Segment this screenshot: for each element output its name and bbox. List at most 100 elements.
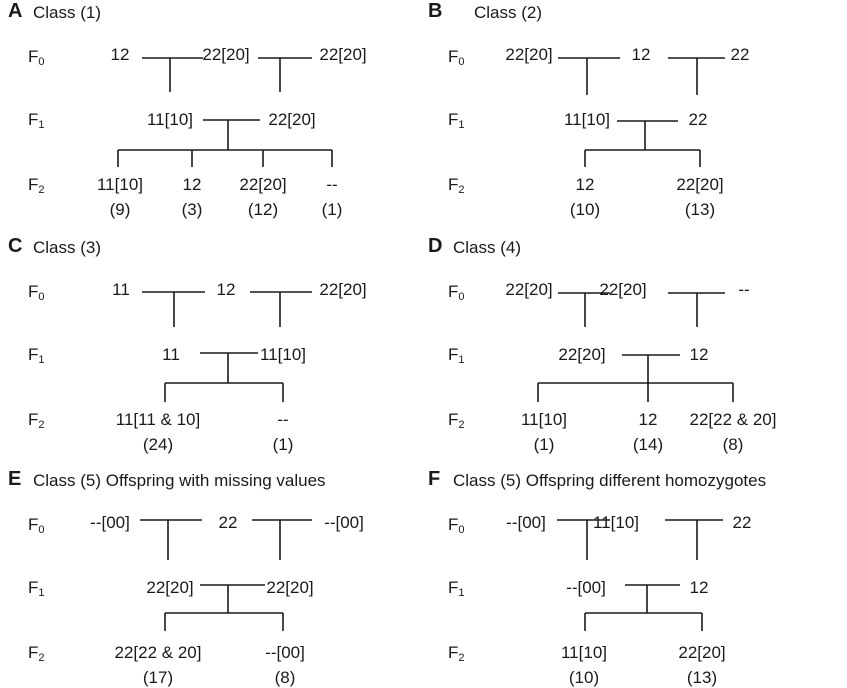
f2-count: (17) — [142, 668, 174, 687]
generation-label-subscript: 2 — [458, 419, 465, 431]
generation-label-base: F — [28, 578, 39, 597]
generation-label-subscript: 0 — [38, 291, 45, 303]
pedigree-lines — [537, 292, 734, 402]
generation-label-f0: F0 — [28, 282, 45, 307]
f2-genotype: 22[20] — [676, 175, 724, 194]
generation-label-subscript: 0 — [38, 56, 45, 68]
f0-genotype: 22[20] — [505, 45, 553, 64]
f0-genotype: -- — [738, 280, 750, 299]
panel-title: Class (2) — [474, 3, 543, 22]
f0-genotype: --[00] — [506, 513, 546, 532]
f0-genotype: 12 — [110, 45, 130, 64]
f2-genotype: --[00] — [265, 643, 305, 662]
f2-genotype: 12 — [638, 410, 658, 429]
f2-count: (1) — [533, 435, 555, 454]
f0-genotype: 22 — [218, 513, 238, 532]
f2-genotype: 22[22 & 20] — [114, 643, 202, 662]
panel-title: Class (5) Offspring different homozygote… — [453, 471, 767, 490]
f1-genotype: 22[20] — [558, 345, 606, 364]
generation-label-f1: F1 — [28, 345, 45, 370]
generation-label-f2: F2 — [28, 175, 45, 200]
f2-count: (10) — [569, 200, 601, 219]
panel-b: B Class (2) F0 F1 F2 22[20] 12 22 11[10] 22 12 (10)… — [420, 0, 820, 220]
generation-label-f0: F0 — [448, 47, 465, 72]
pedigree-lines — [140, 519, 312, 631]
f0-genotype: 22 — [730, 45, 750, 64]
panel-d: D Class (4) F0 F1 F2 22[20] 22[20] -- 22[20] 12 11… — [420, 235, 820, 455]
f2-count: (8) — [722, 435, 744, 454]
generation-label-f2: F2 — [28, 643, 45, 668]
generation-label-f0: F0 — [28, 515, 45, 540]
generation-label-base: F — [28, 410, 39, 429]
f2-genotype: 11[10] — [560, 643, 608, 662]
generation-label-subscript: 1 — [458, 354, 465, 366]
f1-genotype: 22[20] — [266, 578, 314, 597]
generation-label-subscript: 0 — [38, 524, 45, 536]
panel-letter: D — [428, 235, 443, 257]
f0-genotype: 22 — [732, 513, 752, 532]
f2-genotype: 22[20] — [678, 643, 726, 662]
f0-genotype: 22[20] — [319, 280, 367, 299]
generation-label-subscript: 1 — [38, 354, 45, 366]
generation-label-base: F — [448, 110, 459, 129]
f2-genotype: 22[20] — [239, 175, 287, 194]
generation-label-subscript: 1 — [458, 119, 465, 131]
generation-label-base: F — [448, 345, 459, 364]
pedigree-lines — [557, 519, 723, 631]
f0-genotype: --[00] — [90, 513, 130, 532]
f2-genotype: 12 — [575, 175, 595, 194]
panel-letter: C — [8, 235, 23, 257]
f1-genotype: 12 — [689, 345, 709, 364]
f2-genotype: -- — [326, 175, 338, 194]
generation-label-subscript: 0 — [458, 56, 465, 68]
generation-label-subscript: 2 — [458, 652, 465, 664]
f1-genotype: 12 — [689, 578, 709, 597]
panel-letter: F — [428, 468, 441, 490]
panel-c: C Class (3) F0 F1 F2 11 12 22[20] 11 11[10] 11[11 … — [0, 235, 400, 455]
generation-label-base: F — [28, 47, 39, 66]
generation-label-base: F — [448, 578, 459, 597]
generation-label-subscript: 1 — [38, 119, 45, 131]
f0-genotype: 11 — [112, 280, 130, 299]
f1-genotype: 22 — [688, 110, 708, 129]
f2-genotype: 11[10] — [96, 175, 144, 194]
generation-label-base: F — [28, 282, 39, 301]
generation-label-subscript: 2 — [38, 652, 45, 664]
f1-genotype: 22[20] — [146, 578, 194, 597]
f1-genotype: 22[20] — [268, 110, 316, 129]
panel-letter: E — [8, 468, 22, 490]
generation-label-subscript: 1 — [38, 587, 45, 599]
f0-genotype: 22[20] — [599, 280, 647, 299]
generation-label-subscript: 0 — [458, 291, 465, 303]
f2-count: (10) — [568, 668, 600, 687]
f0-genotype: --[00] — [324, 513, 364, 532]
generation-label-f2: F2 — [448, 410, 465, 435]
f0-genotype: 11[10] — [592, 513, 640, 532]
f1-genotype: 11[10] — [563, 110, 611, 129]
generation-label-subscript: 2 — [458, 184, 465, 196]
generation-label-subscript: 0 — [458, 524, 465, 536]
generation-label-f1: F1 — [448, 110, 465, 135]
f2-count: (13) — [684, 200, 716, 219]
panel-title: Class (3) — [33, 238, 102, 257]
f0-genotype: 22[20] — [505, 280, 553, 299]
generation-label-subscript: 2 — [38, 184, 45, 196]
pedigree-lines — [558, 57, 725, 167]
generation-label-f0: F0 — [448, 282, 465, 307]
generation-label-f2: F2 — [448, 643, 465, 668]
generation-label-base: F — [28, 110, 39, 129]
f2-count: (14) — [632, 435, 664, 454]
panel-letter: B — [428, 0, 443, 22]
generation-label-f0: F0 — [28, 47, 45, 72]
f1-genotype: 11[10] — [146, 110, 194, 129]
f2-count: (13) — [686, 668, 718, 687]
generation-label-base: F — [448, 175, 459, 194]
f2-count: (9) — [109, 200, 131, 219]
f1-genotype: --[00] — [566, 578, 606, 597]
generation-label-base: F — [448, 410, 459, 429]
generation-label-f1: F1 — [448, 345, 465, 370]
panel-title: Class (4) — [453, 238, 522, 257]
generation-label-base: F — [28, 643, 39, 662]
generation-label-f1: F1 — [448, 578, 465, 603]
f0-genotype: 12 — [631, 45, 651, 64]
